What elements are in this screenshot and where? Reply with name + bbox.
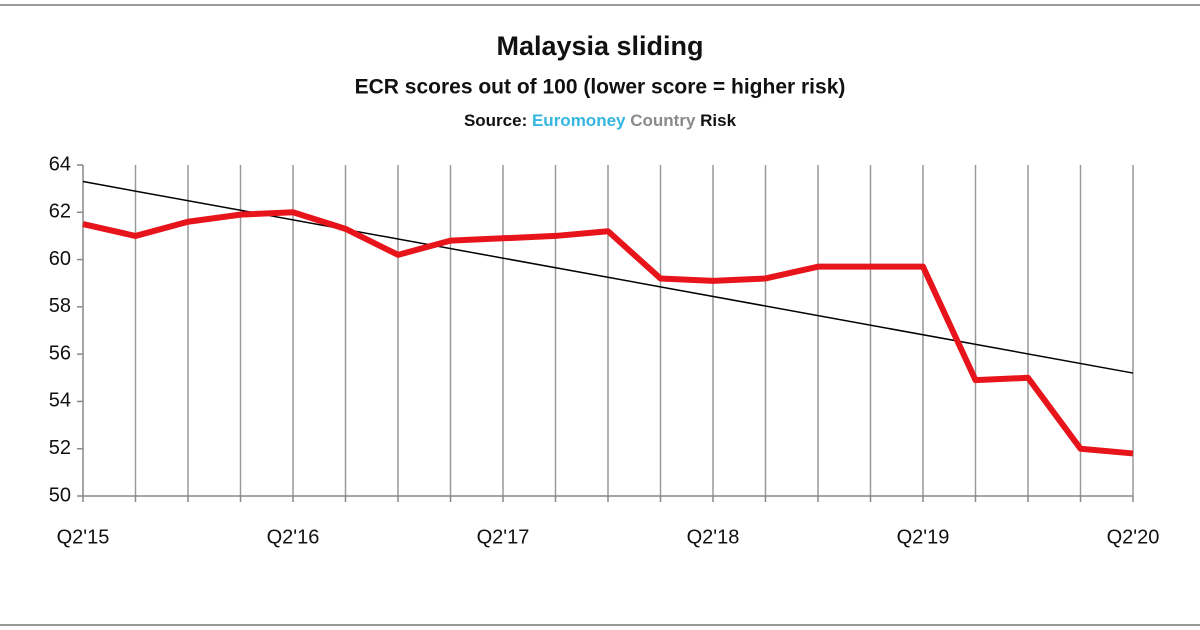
y-tick-label: 54 [49, 390, 71, 412]
x-tick-label: Q2'16 [267, 526, 320, 548]
y-tick-label: 52 [49, 437, 71, 459]
source-part: Source: [464, 111, 527, 130]
x-tick-label: Q2'20 [1107, 526, 1160, 548]
y-tick-label: 60 [49, 248, 71, 270]
x-tick-label: Q2'18 [687, 526, 740, 548]
y-tick-label: 62 [49, 201, 71, 223]
source-part: Country [630, 111, 696, 130]
source-part: Risk [700, 111, 736, 130]
y-tick-label: 56 [49, 342, 71, 364]
chart-title: Malaysia sliding [496, 31, 703, 61]
source: Source: Euromoney Country Risk [464, 111, 737, 130]
y-tick-label: 64 [49, 153, 71, 175]
source-part: Euromoney [532, 111, 626, 130]
chart-subtitle: ECR scores out of 100 (lower score = hig… [355, 76, 846, 99]
series-line [82, 209, 1134, 457]
x-tick-label: Q2'15 [57, 526, 110, 548]
x-tick-label: Q2'19 [897, 526, 950, 548]
x-tick-label: Q2'17 [477, 526, 530, 548]
y-tick-label: 58 [49, 295, 71, 317]
y-tick-label: 50 [49, 484, 71, 506]
